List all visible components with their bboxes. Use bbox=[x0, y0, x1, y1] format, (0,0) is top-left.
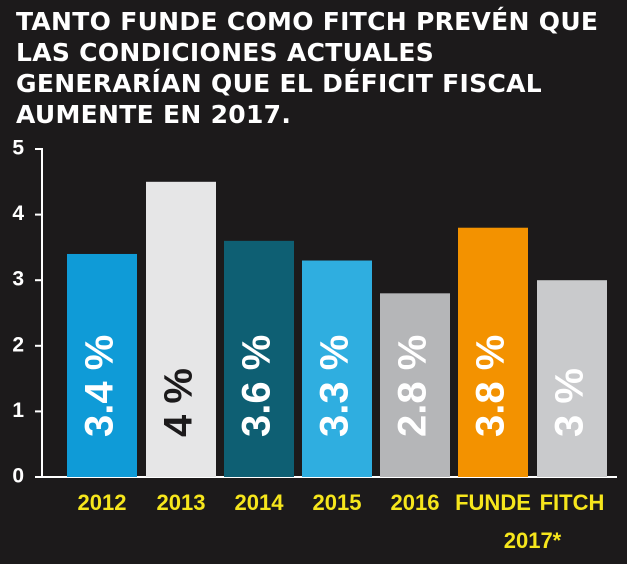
data-labels: 3.4 % 4 % 3.6 % 3.3 % 2.8 % 3.8 % 3 % bbox=[78, 335, 592, 437]
y-tick-label: 4 bbox=[12, 202, 24, 225]
data-label: 4 % bbox=[157, 368, 201, 437]
data-label: 3.4 % bbox=[78, 335, 122, 437]
y-tick-label: 2 bbox=[12, 333, 24, 356]
x-tick-label: 2012 bbox=[78, 490, 127, 515]
chart-title: TANTO FUNDE COMO FITCH PREVÉN QUE LAS CO… bbox=[16, 7, 599, 129]
x-tick-label: 2016 bbox=[391, 490, 440, 515]
y-tick-label: 3 bbox=[12, 268, 24, 291]
bar-2012 bbox=[67, 253, 137, 477]
x-tick-label: FUNDE bbox=[455, 490, 531, 515]
x-group-label: 2017* bbox=[504, 528, 562, 553]
y-tick-label: 1 bbox=[12, 399, 24, 422]
x-tick-label: FITCH bbox=[540, 490, 605, 515]
bar-fitch bbox=[537, 280, 607, 477]
x-axis: 2012 2013 2014 2015 2016 FUNDE FITCH 2017* bbox=[78, 490, 605, 553]
x-tick-label: 2015 bbox=[313, 490, 362, 515]
bar-2016 bbox=[380, 293, 450, 477]
bar-2015 bbox=[302, 260, 372, 477]
data-label: 3.3 % bbox=[313, 335, 357, 437]
data-label: 3 % bbox=[548, 368, 592, 437]
data-label: 2.8 % bbox=[391, 335, 435, 437]
bars bbox=[67, 181, 607, 478]
x-tick-label: 2013 bbox=[157, 490, 206, 515]
y-tick-label: 5 bbox=[12, 137, 24, 160]
data-label: 3.6 % bbox=[235, 335, 279, 437]
x-tick-label: 2014 bbox=[235, 490, 285, 515]
data-label: 3.8 % bbox=[469, 335, 513, 437]
bar-2013 bbox=[146, 181, 216, 478]
bar-funde bbox=[458, 227, 528, 477]
bar-2014 bbox=[224, 240, 294, 477]
y-tick-label: 0 bbox=[12, 465, 24, 488]
